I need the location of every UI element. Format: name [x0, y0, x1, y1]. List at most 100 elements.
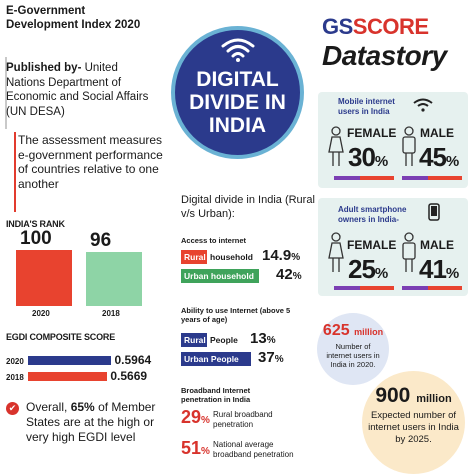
mobile-female-label: FEMALE [347, 126, 397, 140]
mobile-male-label: MALE [420, 126, 454, 140]
smartphone-female-value: 25 [348, 254, 376, 284]
broadband-rural-value: 29 [181, 407, 202, 427]
ability-rural-pct: 13% [250, 330, 276, 347]
smartphone-male-label: MALE [420, 238, 454, 252]
smartphone-strip-purple [334, 286, 360, 290]
smartphone-header: Adult smartphone owners in India- [338, 205, 407, 224]
smartphone-female-pct: 25% [348, 254, 388, 285]
access-rural-sign: % [291, 252, 301, 263]
published-by: United Nations Department of Economic an… [6, 62, 149, 118]
rank-year-2018: 2018 [102, 309, 120, 318]
mobile-female-sign: % [374, 153, 388, 170]
broadband-header: Broadband Internet penetration in India [181, 386, 251, 404]
smartphone-female-sign: % [374, 265, 388, 282]
users-2025-circle [362, 371, 465, 474]
male-icon-2 [402, 232, 416, 272]
brand-gs: GS [322, 14, 353, 39]
ability-rural-label: People [207, 333, 247, 347]
access-rural-value: 14.9 [262, 247, 292, 264]
published-divider [5, 57, 7, 129]
mobile-male-value: 45 [419, 142, 447, 172]
ability-urban-value: 37 [258, 349, 275, 366]
access-urban-value: 42 [276, 266, 293, 283]
broadband-national-sign: % [201, 446, 210, 457]
main-title-line3: INDIA [208, 114, 267, 137]
ability-rural-tag: Rural [181, 333, 207, 347]
users-2020-value: 625 [322, 322, 350, 339]
smartphone-strip-red-2 [428, 286, 462, 290]
mobile-strip-purple-2 [402, 176, 428, 180]
mobile-female-value: 30 [348, 142, 376, 172]
users-2020-circle [317, 313, 389, 385]
published-block: Published by- United Nations Department … [6, 61, 158, 119]
users-2020-unit: million [354, 327, 384, 337]
divide-title: Digital divide in India (Rural v/s Urban… [181, 194, 315, 220]
main-title: DIGITAL DIVIDE IN INDIA [171, 68, 304, 137]
overall-pct: 65% [70, 400, 95, 414]
access-rural-pct: 14.9% [262, 247, 300, 264]
ability-rural-sign: % [266, 335, 276, 346]
female-icon-2 [328, 232, 344, 272]
brand-logo: GSSCORE [322, 14, 429, 40]
overall-rest: of Member States are at the high or very… [26, 400, 156, 444]
mobile-male-sign: % [445, 153, 459, 170]
published-label: Published by- [6, 62, 82, 74]
access-urban-sign: % [292, 271, 302, 282]
access-rural-tag: Rural [181, 250, 207, 264]
rank-bar-2018 [86, 252, 142, 306]
access-rural-label: household [207, 250, 257, 264]
mobile-strip-red [360, 176, 394, 180]
users-2020-text: Number of internet users in India in 202… [326, 342, 380, 369]
ability-urban-sign: % [274, 354, 284, 365]
broadband-rural-pct: 29% [181, 407, 210, 428]
broadband-rural-note: Rural broadband penetration [213, 410, 273, 429]
users-2025-unit: million [416, 393, 452, 405]
score-year-2020: 2020 [6, 357, 24, 366]
broadband-rural-sign: % [201, 415, 210, 426]
ability-urban-label: Urban People [181, 352, 251, 366]
rank-header: INDIA'S RANK [6, 219, 65, 229]
brand-score: SCORE [352, 14, 429, 39]
access-urban-pct: 42% [276, 266, 302, 283]
brand-datastory: Datastory [322, 40, 447, 71]
composite-header: EGDI COMPOSITE SCORE [6, 332, 116, 342]
mobile-header: Mobile internet users in India [338, 97, 395, 116]
assessment-divider [14, 132, 16, 212]
check-icon: ✔ [6, 402, 19, 415]
ability-header: Ability to use Internet (above 5 years o… [181, 306, 291, 324]
overall-prefix: Overall, [26, 400, 68, 414]
rank-year-2020: 2020 [32, 309, 50, 318]
ability-urban-pct: 37% [258, 349, 284, 366]
rank-bar-2020 [16, 250, 72, 306]
male-icon [402, 126, 416, 166]
score-value-2018: 0.5669 [110, 369, 148, 383]
overall-text: Overall, 65% of Member States are at the… [26, 400, 166, 445]
smartphone-strip-purple-2 [402, 286, 428, 290]
assessment-text: The assessment measures e-government per… [18, 133, 163, 191]
broadband-national-note: National average broadband penetration [213, 440, 294, 459]
score-year-2018: 2018 [6, 373, 24, 382]
main-title-line1: DIGITAL [196, 68, 279, 91]
users-2025-value: 900 [375, 384, 411, 407]
smartphone-male-pct: 41% [419, 254, 459, 285]
title-circle [171, 26, 304, 159]
smartphone-icon [428, 203, 440, 221]
access-header: Access to internet [181, 236, 247, 245]
score-value-2020: 0.5964 [114, 353, 152, 367]
users-2020-count: 625 million [317, 322, 389, 340]
wifi-small-icon [413, 98, 433, 112]
wifi-icon [221, 38, 255, 62]
mobile-strip-red-2 [428, 176, 462, 180]
score-bar-2018 [28, 372, 108, 381]
mobile-female-pct: 30% [348, 142, 388, 173]
score-bar-2020 [28, 356, 112, 365]
rank-value-2018: 96 [90, 230, 112, 252]
mobile-panel [318, 92, 468, 188]
mobile-strip-purple [334, 176, 360, 180]
smartphone-male-value: 41 [419, 254, 447, 284]
mobile-male-pct: 45% [419, 142, 459, 173]
users-2025-count: 900 million [362, 384, 465, 408]
smartphone-panel [318, 198, 468, 296]
rank-value-2020: 100 [20, 228, 52, 249]
users-2025-text: Expected number of internet users in Ind… [368, 410, 459, 445]
